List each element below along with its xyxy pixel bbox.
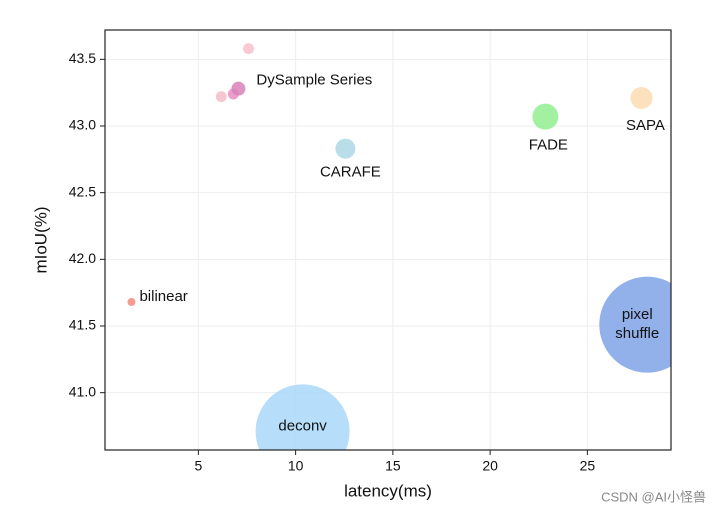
bubble	[599, 276, 671, 373]
point-label: CARAFE	[320, 164, 381, 181]
y-tick-label: 43.0	[69, 117, 96, 133]
point-label: FADE	[529, 137, 568, 154]
y-tick-label: 41.5	[69, 317, 96, 333]
bubble	[255, 384, 350, 450]
y-axis-title: mIoU(%)	[31, 206, 50, 273]
bubble	[215, 91, 227, 103]
y-tick-label: 42.5	[69, 183, 96, 199]
point-label: DySample Series	[256, 72, 372, 89]
y-tick-label: 43.5	[69, 50, 96, 66]
bubble	[231, 81, 246, 96]
x-tick-label: 25	[580, 458, 596, 474]
bubble	[127, 298, 136, 306]
x-tick-label: 15	[385, 458, 401, 474]
plot-frame	[104, 29, 672, 451]
x-tick-label: 20	[482, 458, 498, 474]
plot-area	[127, 43, 671, 450]
x-tick-label: 5	[194, 458, 202, 474]
point-label: SAPA	[626, 117, 665, 134]
bubble	[630, 87, 653, 109]
grid	[105, 30, 671, 450]
bubble	[335, 138, 356, 159]
bubble	[532, 103, 559, 130]
bubble	[243, 43, 255, 55]
watermark: CSDN @AI小怪兽	[601, 489, 706, 504]
y-tick-label: 42.0	[69, 250, 96, 266]
point-label: pixel shuffle	[615, 306, 659, 342]
point-label: bilinear	[139, 288, 187, 305]
x-tick-label: 10	[288, 458, 304, 474]
x-axis-title: latency(ms)	[344, 481, 432, 500]
y-tick-label: 41.0	[69, 383, 96, 399]
point-label: deconv	[278, 417, 327, 434]
